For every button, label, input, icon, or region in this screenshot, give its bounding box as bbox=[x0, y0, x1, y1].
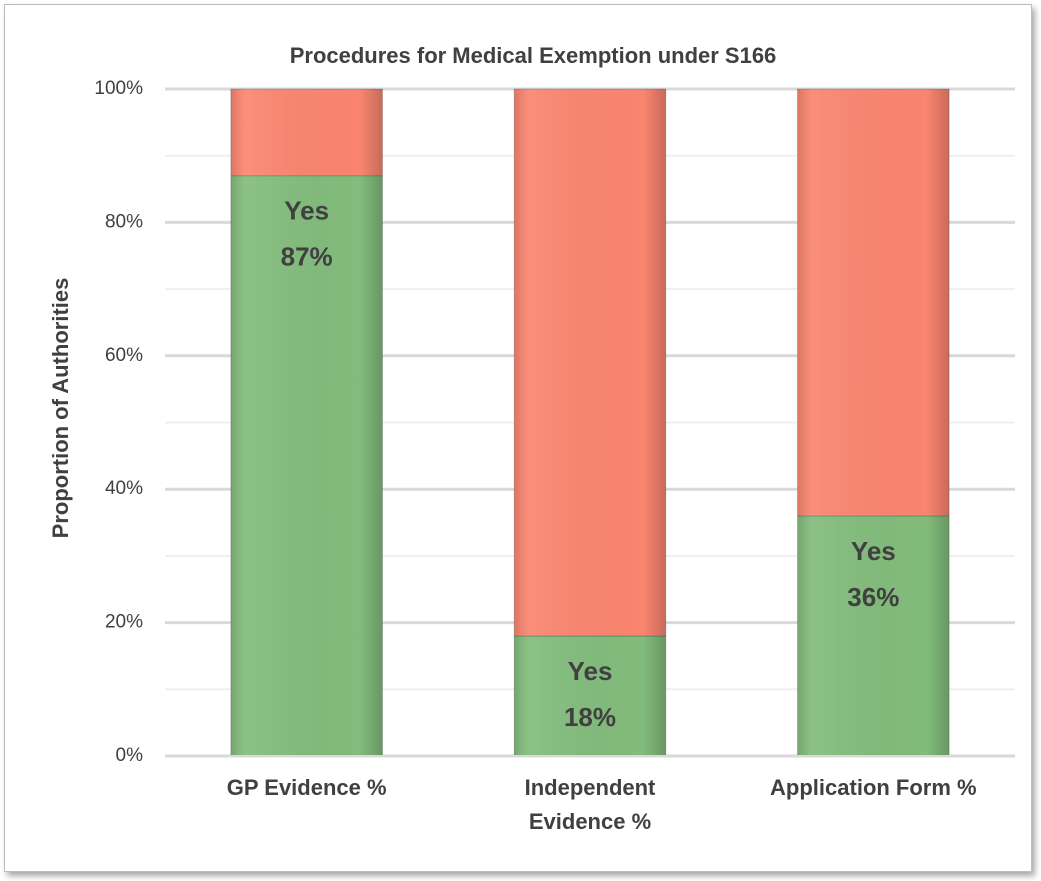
data-label-name: Yes bbox=[851, 536, 896, 566]
x-tick-label: GP Evidence % bbox=[226, 775, 387, 800]
x-tick-label: Application Form % bbox=[770, 775, 977, 800]
bar-shade bbox=[797, 89, 950, 516]
data-label: 18% bbox=[564, 702, 616, 732]
y-axis-label: Proportion of Authorities bbox=[48, 278, 73, 539]
bar-shade bbox=[230, 89, 383, 176]
data-label-name: Yes bbox=[568, 656, 613, 686]
y-tick-label: 0% bbox=[116, 745, 144, 766]
x-tick-label: Independent Evidence % bbox=[524, 775, 656, 834]
bar-shade bbox=[514, 635, 666, 756]
bar-shade bbox=[514, 89, 666, 636]
y-tick-label: 100% bbox=[94, 78, 143, 99]
y-tick-label: 20% bbox=[105, 612, 143, 633]
y-tick-label: 40% bbox=[105, 478, 143, 499]
data-label: 87% bbox=[281, 242, 333, 272]
y-tick-label: 80% bbox=[105, 211, 143, 232]
bar-shade bbox=[797, 515, 950, 756]
data-label: 36% bbox=[847, 582, 899, 612]
y-tick-label: 60% bbox=[105, 345, 143, 366]
data-label-name: Yes bbox=[284, 196, 329, 226]
bar-shade bbox=[230, 175, 383, 756]
chart-title: Procedures for Medical Exemption under S… bbox=[290, 43, 777, 68]
